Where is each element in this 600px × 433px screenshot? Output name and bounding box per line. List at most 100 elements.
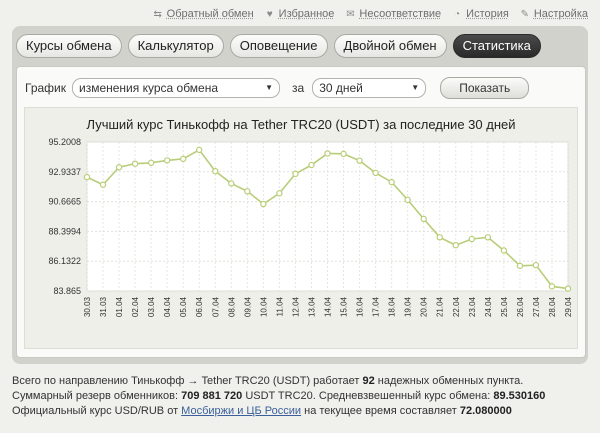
tab-statistics[interactable]: Статистика bbox=[452, 34, 541, 58]
x-tick-label: 28.04 bbox=[548, 296, 557, 317]
data-point bbox=[292, 170, 299, 178]
top-links: ⇆ Обратный обмен ♥ Избранное ✉ Несоответ… bbox=[152, 8, 588, 20]
x-tick-label: 07.04 bbox=[211, 296, 220, 317]
x-tick-label: 05.04 bbox=[179, 296, 188, 317]
info-line-2: Суммарный резерв обменников: 709 881 720… bbox=[12, 389, 572, 404]
x-tick-label: 30.03 bbox=[83, 296, 92, 317]
data-point bbox=[468, 235, 475, 243]
graph-type-select[interactable]: изменения курса обмена ▼ bbox=[72, 78, 280, 98]
y-tick-label: 90.6665 bbox=[48, 197, 81, 207]
favorites-label: Избранное bbox=[278, 8, 335, 20]
data-point bbox=[228, 180, 235, 187]
official-rate-label: Официальный курс USD/RUB от bbox=[12, 405, 179, 417]
data-point bbox=[179, 155, 187, 163]
data-point bbox=[404, 196, 411, 204]
data-point bbox=[308, 161, 315, 169]
data-point bbox=[388, 178, 395, 186]
data-point bbox=[147, 159, 155, 166]
tab-alerts[interactable]: Оповещение bbox=[229, 34, 328, 58]
reverse-exchange-link[interactable]: ⇆ Обратный обмен bbox=[152, 8, 254, 20]
x-tick-label: 03.04 bbox=[147, 296, 156, 317]
data-point bbox=[356, 157, 363, 164]
wrench-icon: ✎ bbox=[520, 8, 530, 20]
x-tick-label: 02.04 bbox=[131, 296, 140, 317]
data-point bbox=[324, 150, 331, 157]
x-tick-label: 09.04 bbox=[243, 296, 252, 317]
chevron-down-icon: ▼ bbox=[265, 83, 273, 92]
data-point bbox=[163, 157, 171, 164]
show-button[interactable]: Показать bbox=[440, 77, 530, 99]
x-tick-label: 14.04 bbox=[324, 296, 333, 317]
x-tick-label: 25.04 bbox=[500, 296, 509, 317]
y-tick-label: 83.865 bbox=[53, 286, 81, 296]
x-tick-label: 21.04 bbox=[436, 296, 445, 317]
data-point bbox=[500, 247, 508, 254]
x-tick-label: 10.04 bbox=[259, 296, 268, 317]
data-point bbox=[260, 200, 267, 208]
avg-rate-value: 89.530160 bbox=[493, 390, 546, 402]
x-tick-label: 15.04 bbox=[340, 296, 349, 317]
x-tick-label: 04.04 bbox=[163, 296, 172, 317]
tab-bar: Курсы обмена Калькулятор Оповещение Двой… bbox=[16, 34, 541, 58]
favorites-link[interactable]: ♥ Избранное bbox=[264, 8, 335, 20]
x-tick-label: 13.04 bbox=[307, 296, 316, 317]
reverse-exchange-label: Обратный обмен bbox=[166, 8, 254, 20]
x-tick-label: 12.04 bbox=[291, 296, 300, 317]
official-rate-value: 72.080000 bbox=[459, 405, 512, 417]
x-tick-label: 27.04 bbox=[532, 296, 541, 317]
data-point bbox=[516, 262, 524, 270]
data-point bbox=[212, 167, 219, 175]
data-point bbox=[99, 181, 107, 188]
plot-background bbox=[86, 141, 569, 292]
chevron-down-icon: ▼ bbox=[411, 83, 420, 92]
x-tick-label: 22.04 bbox=[452, 296, 461, 317]
data-point bbox=[436, 234, 443, 241]
exchange-arrows-icon: ⇆ bbox=[153, 8, 162, 20]
data-point bbox=[372, 169, 379, 177]
x-tick-label: 26.04 bbox=[516, 296, 525, 317]
main-panel: Курсы обмена Калькулятор Оповещение Двой… bbox=[12, 26, 588, 364]
tab-calculator[interactable]: Калькулятор bbox=[127, 34, 224, 58]
x-tick-label: 20.04 bbox=[420, 296, 429, 317]
y-tick-label: 86.1322 bbox=[48, 256, 81, 266]
y-tick-label: 88.3994 bbox=[48, 226, 81, 236]
chart-controls: График изменения курса обмена ▼ за 30 дн… bbox=[25, 77, 530, 99]
data-point bbox=[340, 150, 347, 158]
x-tick-label: 06.04 bbox=[195, 296, 204, 317]
reserve-label: Суммарный резерв обменников: bbox=[12, 390, 179, 402]
data-point bbox=[452, 241, 459, 249]
mismatch-link[interactable]: ✉ Несоответствие bbox=[344, 8, 441, 20]
y-tick-label: 95.2008 bbox=[48, 137, 81, 147]
x-tick-label: 01.04 bbox=[115, 296, 124, 317]
x-tick-label: 11.04 bbox=[275, 296, 284, 316]
x-tick-label: 08.04 bbox=[227, 296, 236, 317]
info-directions-text: Всего по направлению Тинькофф → Tether T… bbox=[12, 375, 360, 387]
history-link[interactable]: ◔ История bbox=[451, 8, 509, 20]
settings-label: Настройка bbox=[533, 8, 588, 20]
graph-type-value: изменения курса обмена bbox=[79, 81, 219, 95]
graph-label: График bbox=[25, 81, 66, 95]
exchangers-count: 92 bbox=[362, 375, 375, 387]
history-icon: ◔ bbox=[454, 8, 461, 20]
x-tick-label: 16.04 bbox=[356, 296, 365, 317]
heart-icon: ♥ bbox=[266, 8, 273, 20]
x-tick-label: 23.04 bbox=[468, 296, 477, 317]
info-block: Всего по направлению Тинькофф → Tether T… bbox=[12, 374, 572, 419]
data-point bbox=[532, 261, 540, 269]
data-point bbox=[115, 164, 123, 171]
x-tick-label: 17.04 bbox=[372, 296, 381, 317]
info-directions-suffix: надежных обменных пункта. bbox=[377, 375, 524, 387]
data-point bbox=[564, 285, 572, 292]
x-tick-label: 18.04 bbox=[388, 296, 397, 317]
period-select[interactable]: 30 дней ▼ bbox=[312, 78, 427, 98]
line-chart: 95.2008 92.9337 90.6665 88.3994 86.1322 83.86… bbox=[48, 137, 573, 317]
tab-rates[interactable]: Курсы обмена bbox=[16, 34, 122, 58]
chart-title: Лучший курс Тинькофф на Tether TRC20 (US… bbox=[86, 117, 516, 132]
x-tick-label: 29.04 bbox=[564, 296, 573, 317]
avg-rate-label: USDT TRC20. Средневзвешенный курс обмена… bbox=[245, 390, 491, 402]
moex-cbr-link[interactable]: Мосбиржи и ЦБ России bbox=[181, 405, 302, 417]
settings-link[interactable]: ✎ Настройка bbox=[519, 8, 588, 20]
data-point bbox=[484, 234, 492, 241]
data-point bbox=[548, 283, 556, 290]
tab-double-exchange[interactable]: Двойной обмен bbox=[333, 34, 447, 58]
